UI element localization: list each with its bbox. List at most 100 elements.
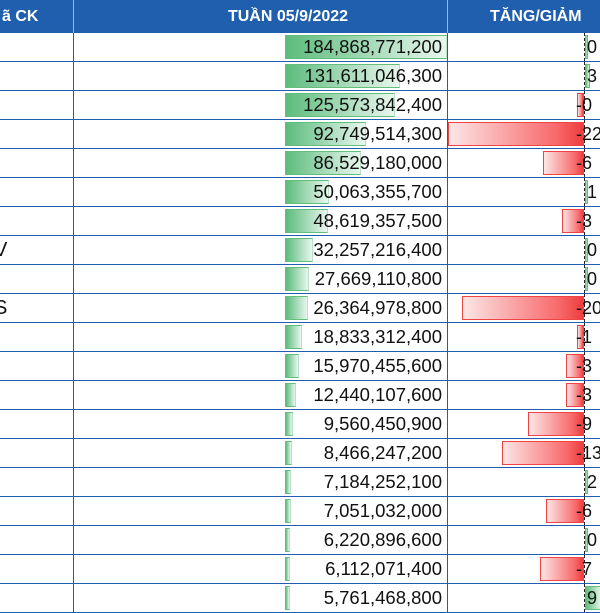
- change-axis: [584, 439, 585, 467]
- header-change[interactable]: TĂNG/GIẢM: [448, 0, 600, 33]
- cell-change[interactable]: -20: [448, 294, 600, 322]
- cell-change[interactable]: -3: [448, 207, 600, 235]
- table-row[interactable]: 6,220,896,600 0: [0, 526, 600, 555]
- table-row[interactable]: 18,833,312,400 -1: [0, 323, 600, 352]
- cell-value[interactable]: 125,573,842,400: [74, 91, 448, 119]
- cell-ticker[interactable]: [0, 555, 74, 583]
- cell-change[interactable]: -9: [448, 410, 600, 438]
- table-row[interactable]: 131,611,046,300 3: [0, 62, 600, 91]
- cell-value[interactable]: 7,051,032,000: [74, 497, 448, 525]
- table-row[interactable]: 86,529,180,000 -6: [0, 149, 600, 178]
- value-text: 86,529,180,000: [313, 152, 442, 173]
- value-text: 7,184,252,100: [323, 471, 442, 492]
- cell-change[interactable]: 0: [448, 526, 600, 554]
- cell-ticker[interactable]: [0, 584, 74, 612]
- value-text: 27,669,110,800: [314, 268, 442, 289]
- table-row[interactable]: 92,749,514,300 -22: [0, 120, 600, 149]
- cell-ticker[interactable]: [0, 410, 74, 438]
- cell-value[interactable]: 15,970,455,600: [74, 352, 448, 380]
- cell-change[interactable]: -6: [448, 149, 600, 177]
- cell-ticker[interactable]: [0, 149, 74, 177]
- table-row[interactable]: 7,051,032,000 -6: [0, 497, 600, 526]
- cell-value[interactable]: 131,611,046,300: [74, 62, 448, 90]
- cell-value[interactable]: 8,466,247,200: [74, 439, 448, 467]
- header-ticker[interactable]: ã CK: [0, 0, 74, 33]
- cell-ticker[interactable]: [0, 91, 74, 119]
- change-text: 1: [587, 181, 598, 202]
- cell-value[interactable]: 6,220,896,600: [74, 526, 448, 554]
- value-text: 8,466,247,200: [323, 442, 442, 463]
- table-row[interactable]: 8,466,247,200 -13: [0, 439, 600, 468]
- cell-ticker[interactable]: [0, 207, 74, 235]
- cell-ticker[interactable]: [0, 526, 74, 554]
- table-row[interactable]: 48,619,357,500 -3: [0, 207, 600, 236]
- table-row[interactable]: 27,669,110,800 0: [0, 265, 600, 294]
- cell-change[interactable]: -3: [448, 352, 600, 380]
- cell-value[interactable]: 26,364,978,800: [74, 294, 448, 322]
- change-axis: [584, 410, 585, 438]
- cell-change[interactable]: 1: [448, 178, 600, 206]
- cell-ticker[interactable]: [0, 439, 74, 467]
- cell-change[interactable]: -22: [448, 120, 600, 148]
- change-text: -0: [576, 94, 593, 115]
- cell-change[interactable]: 0: [448, 265, 600, 293]
- cell-change[interactable]: -6: [448, 497, 600, 525]
- cell-value[interactable]: 92,749,514,300: [74, 120, 448, 148]
- cell-value[interactable]: 50,063,355,700: [74, 178, 448, 206]
- cell-change[interactable]: -13: [448, 439, 600, 467]
- cell-value[interactable]: 184,868,771,200: [74, 33, 448, 61]
- cell-value[interactable]: 27,669,110,800: [74, 265, 448, 293]
- change-text: 2: [587, 471, 598, 492]
- change-negative-bar: [502, 441, 584, 465]
- cell-value[interactable]: 86,529,180,000: [74, 149, 448, 177]
- cell-change[interactable]: -0: [448, 91, 600, 119]
- table-row[interactable]: 7,184,252,100 2: [0, 468, 600, 497]
- table-row[interactable]: S 26,364,978,800 -20: [0, 294, 600, 323]
- table-row[interactable]: 5,761,468,800 9: [0, 584, 600, 613]
- cell-change[interactable]: -3: [448, 381, 600, 409]
- cell-ticker[interactable]: [0, 381, 74, 409]
- header-week-value[interactable]: TUẦN 05/9/2022: [74, 0, 448, 33]
- change-negative-bar: [543, 151, 584, 175]
- cell-change[interactable]: 9: [448, 584, 600, 612]
- table-row[interactable]: 184,868,771,200 0: [0, 33, 600, 62]
- value-data-bar: [285, 267, 309, 291]
- cell-value[interactable]: 9,560,450,900: [74, 410, 448, 438]
- cell-ticker[interactable]: V: [0, 236, 74, 264]
- cell-ticker[interactable]: [0, 62, 74, 90]
- table-row[interactable]: 15,970,455,600 -3: [0, 352, 600, 381]
- table-row[interactable]: 125,573,842,400 -0: [0, 91, 600, 120]
- table-row[interactable]: V 32,257,216,400 0: [0, 236, 600, 265]
- table-row[interactable]: 9,560,450,900 -9: [0, 410, 600, 439]
- cell-change[interactable]: 0: [448, 236, 600, 264]
- cell-value[interactable]: 6,112,071,400: [74, 555, 448, 583]
- table-row[interactable]: 6,112,071,400 -7: [0, 555, 600, 584]
- cell-value[interactable]: 18,833,312,400: [74, 323, 448, 351]
- cell-change[interactable]: 2: [448, 468, 600, 496]
- cell-ticker[interactable]: [0, 178, 74, 206]
- cell-ticker[interactable]: [0, 352, 74, 380]
- change-negative-bar: [528, 412, 584, 436]
- value-text: 9,560,450,900: [323, 413, 442, 434]
- cell-value[interactable]: 48,619,357,500: [74, 207, 448, 235]
- cell-ticker[interactable]: [0, 497, 74, 525]
- cell-ticker[interactable]: [0, 265, 74, 293]
- cell-change[interactable]: 0: [448, 33, 600, 61]
- cell-ticker[interactable]: S: [0, 294, 74, 322]
- change-text: 0: [587, 529, 598, 550]
- change-text: 0: [587, 36, 598, 57]
- table-row[interactable]: 50,063,355,700 1: [0, 178, 600, 207]
- cell-value[interactable]: 12,440,107,600: [74, 381, 448, 409]
- cell-change[interactable]: 3: [448, 62, 600, 90]
- cell-ticker[interactable]: [0, 323, 74, 351]
- cell-change[interactable]: -7: [448, 555, 600, 583]
- change-text: -1: [576, 326, 593, 347]
- cell-value[interactable]: 7,184,252,100: [74, 468, 448, 496]
- cell-ticker[interactable]: [0, 120, 74, 148]
- cell-ticker[interactable]: [0, 468, 74, 496]
- cell-ticker[interactable]: [0, 33, 74, 61]
- cell-value[interactable]: 5,761,468,800: [74, 584, 448, 612]
- cell-change[interactable]: -1: [448, 323, 600, 351]
- cell-value[interactable]: 32,257,216,400: [74, 236, 448, 264]
- table-row[interactable]: 12,440,107,600 -3: [0, 381, 600, 410]
